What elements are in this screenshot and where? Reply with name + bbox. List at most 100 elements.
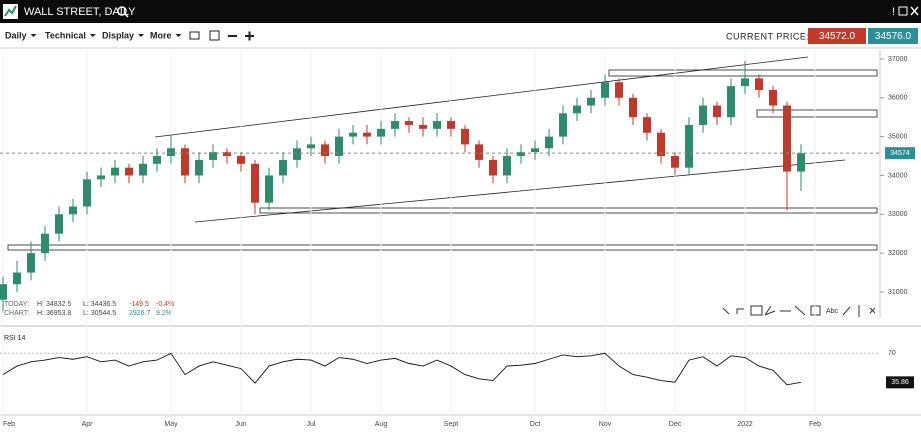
save-icon[interactable]	[209, 30, 220, 41]
candle-body	[503, 156, 511, 176]
candle-body	[391, 121, 399, 129]
candle-body	[335, 136, 343, 157]
tool[interactable]	[764, 305, 776, 316]
candle-body	[279, 159, 287, 176]
current-price-text: 34574	[890, 150, 910, 157]
logo-mark	[4, 5, 17, 17]
x-tick-label: Feb	[809, 421, 821, 428]
candle-body	[671, 156, 679, 168]
candle-body	[531, 148, 539, 153]
info-text: TODAY:	[4, 301, 29, 308]
candle-body	[685, 124, 693, 168]
tool[interactable]	[869, 307, 876, 314]
trend-line	[154, 56, 809, 138]
info-text: L: 34436.5	[83, 301, 116, 308]
candle-body	[0, 284, 7, 300]
tool[interactable]	[750, 305, 763, 316]
candle-body	[573, 105, 581, 114]
info-text: -0.4%	[156, 301, 174, 308]
sell-price[interactable]: 34572.0	[819, 31, 856, 42]
x-tick-label: Apr	[82, 421, 94, 428]
y-tick-label: 35000	[888, 133, 908, 140]
x-tick-label: Jul	[307, 421, 316, 428]
x-tick-label: 2022	[737, 421, 753, 428]
zone	[259, 207, 878, 214]
menu-item[interactable]: Daily	[5, 30, 27, 40]
candle-body	[741, 78, 749, 87]
candle-body	[545, 136, 553, 149]
zone	[7, 244, 878, 251]
y-tick-label: 34000	[888, 172, 908, 179]
tool[interactable]	[842, 306, 851, 316]
expand-icon[interactable]	[898, 6, 908, 16]
candle-body	[713, 105, 721, 118]
info-text: L: 30544.5	[83, 310, 116, 317]
tool[interactable]	[722, 307, 730, 315]
y-tick-label: 36000	[888, 95, 908, 102]
candle-body	[615, 82, 623, 98]
candle-body	[209, 152, 217, 160]
candle-body	[727, 86, 735, 118]
sell-box[interactable]	[808, 28, 866, 44]
candle-body	[349, 132, 357, 137]
candle-body	[517, 152, 525, 157]
candle-body	[307, 144, 315, 149]
x-tick-label: Jun	[235, 421, 246, 428]
tool[interactable]	[736, 308, 744, 314]
text-tool[interactable]: Abc	[826, 308, 839, 315]
menu-caret	[175, 34, 182, 37]
candle-body	[601, 82, 609, 98]
menu-item[interactable]: More	[150, 30, 172, 40]
title-bar	[0, 0, 921, 23]
menu-caret	[138, 34, 145, 37]
candle-body	[321, 144, 329, 157]
candle-body	[265, 175, 273, 203]
candle-body	[797, 153, 805, 172]
current-price-label: CURRENT PRICE:	[726, 31, 809, 41]
candle-body	[181, 148, 189, 176]
candle-body	[475, 144, 483, 160]
candle-body	[783, 105, 791, 172]
tool[interactable]	[794, 305, 806, 316]
buy-box[interactable]	[868, 28, 918, 44]
info-text: CHART:	[4, 310, 29, 317]
candle-body	[363, 132, 371, 137]
rsi-tick-label: 70	[888, 350, 896, 357]
rsi-value-tag	[886, 376, 914, 389]
alert-icon[interactable]: !	[892, 6, 895, 18]
current-price-tag	[885, 147, 915, 160]
candle-body	[125, 167, 133, 176]
close-icon[interactable]	[910, 6, 919, 16]
candle-body	[405, 121, 413, 125]
x-tick-label: Feb	[3, 421, 15, 428]
candle-body	[293, 148, 301, 160]
symbol-title: WALL STREET, DAILY	[24, 6, 136, 18]
candle-body	[251, 163, 259, 203]
candle-body	[55, 214, 63, 234]
buy-price[interactable]: 34576.0	[875, 31, 912, 42]
menu-item[interactable]: Display	[102, 30, 134, 40]
x-tick-label: May	[164, 421, 178, 428]
search-icon[interactable]	[117, 6, 127, 16]
zone	[756, 109, 878, 118]
candle-body	[13, 272, 21, 285]
candle-body	[139, 163, 147, 176]
zone	[608, 69, 878, 77]
candle-body	[433, 121, 441, 129]
candle-body	[83, 179, 91, 207]
candle-body	[69, 206, 77, 215]
x-tick-label: Sept	[444, 421, 458, 428]
candle-body	[223, 152, 231, 157]
candle-body	[111, 167, 119, 176]
candle-body	[657, 132, 665, 157]
y-tick-label: 31000	[888, 289, 908, 296]
rsi-title: RSI 14	[4, 335, 26, 342]
candle-body	[643, 117, 651, 133]
search-icon-handle	[124, 13, 129, 18]
folder-icon[interactable]	[189, 31, 200, 40]
rsi-value: 35.86	[891, 379, 909, 386]
menu-item[interactable]: Technical	[45, 30, 86, 40]
zoom-in[interactable]	[245, 31, 254, 41]
y-tick-label: 37000	[888, 56, 908, 63]
candle-body	[447, 121, 455, 129]
